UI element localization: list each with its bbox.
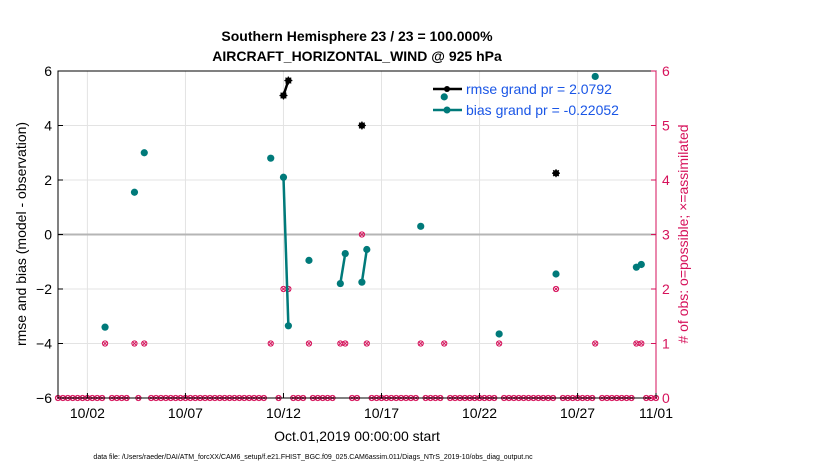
x-tick-label: 10/27 — [560, 405, 595, 421]
obs-count-point — [358, 231, 366, 238]
y-tick-label-left: 4 — [44, 118, 52, 134]
obs-count-point — [363, 340, 370, 347]
y-tick-label-right: 6 — [662, 63, 670, 79]
bias-point — [637, 260, 645, 269]
x-axis-label: Oct.01,2019 00:00:00 start — [274, 428, 440, 444]
rmse-point — [357, 121, 366, 130]
obs-count-point — [592, 340, 599, 347]
bias-point — [440, 93, 448, 101]
obs-count-point — [101, 340, 109, 347]
y-tick-label-right: 0 — [662, 390, 670, 406]
y-tick-label-left: −2 — [36, 281, 52, 297]
y-axis-label-left: rmse and bias (model - observation) — [13, 122, 29, 346]
chart-title: Southern Hemisphere 23 / 23 = 100.000% — [221, 28, 493, 44]
obs-count-point — [141, 340, 148, 347]
bias-point — [279, 173, 288, 181]
bias-point — [336, 279, 344, 288]
obs-count-point — [552, 285, 560, 293]
footer-datafile: data file: /Users/raeder/DAI/ATM_forcXX/… — [93, 454, 533, 461]
y-tick-label-left: −6 — [36, 390, 52, 406]
x-ticks: 10/02 10/07 10/12 10/17 10/22 10/27 11/01 — [70, 393, 673, 421]
y-tick-label-right: 3 — [662, 227, 670, 243]
y-tick-label-left: 2 — [44, 172, 52, 188]
rmse-series — [279, 76, 561, 178]
x-tick-label: 10/12 — [266, 405, 301, 421]
obs-count-point — [342, 340, 349, 347]
x-tick-label: 10/22 — [462, 405, 497, 421]
obs-count-point — [496, 340, 503, 347]
legend-rmse-marker — [444, 86, 450, 92]
bias-line — [360, 249, 369, 283]
bias-point — [101, 323, 109, 331]
legend-rmse-label: rmse grand pr = 2.0792 — [466, 81, 612, 97]
obs-count-point — [441, 340, 448, 347]
legend-bias-label: bias grand pr = -0.22052 — [466, 102, 619, 118]
obs-count-point — [267, 340, 274, 347]
obs-count-point — [337, 340, 344, 347]
obs-count-point — [638, 340, 645, 347]
rmse-point — [284, 76, 293, 85]
chart-subtitle: AIRCRAFT_HORIZONTAL_WIND @ 925 hPa — [212, 48, 502, 64]
y-tick-label-right: 4 — [662, 172, 670, 188]
y-tick-label-right: 5 — [662, 118, 670, 134]
bias-series — [101, 72, 645, 338]
y-tick-label-left: 0 — [44, 227, 52, 243]
bias-line — [339, 253, 347, 284]
y-tick-label-left: −4 — [36, 336, 52, 352]
rmse-point — [279, 91, 288, 100]
bias-point — [417, 222, 425, 230]
legend-bias-marker — [443, 106, 451, 114]
y-tick-label-left: 6 — [44, 63, 52, 79]
bias-point — [267, 154, 275, 162]
bias-point — [341, 249, 349, 258]
legend: rmse grand pr = 2.0792 bias grand pr = -… — [433, 81, 619, 118]
x-tick-label: 10/07 — [168, 405, 203, 421]
bias-line — [282, 177, 290, 326]
obs-count-point — [417, 340, 424, 347]
bias-point — [140, 149, 148, 157]
bias-point — [130, 188, 139, 196]
bias-point — [358, 278, 366, 286]
y-axis-label-right: # of obs: o=possible; ×=assimilated — [675, 124, 691, 343]
rmse-point — [552, 169, 561, 178]
obs-count-series — [54, 231, 660, 402]
x-tick-label: 10/02 — [70, 405, 105, 421]
y-tick-label-right: 2 — [662, 281, 670, 297]
y-ticks-left: −6 −4 −2 0 2 4 6 — [36, 63, 63, 406]
x-tick-label: 11/01 — [639, 405, 673, 421]
bias-point — [284, 322, 292, 330]
bias-point — [591, 72, 599, 81]
y-tick-label-right: 1 — [662, 336, 670, 352]
obs-count-point — [131, 340, 138, 347]
bias-point — [305, 256, 313, 264]
y-ticks-right: 0 1 2 3 4 5 6 — [651, 63, 670, 406]
bias-point — [552, 270, 560, 278]
x-tick-label: 10/17 — [364, 405, 399, 421]
bias-point — [495, 330, 503, 338]
bias-point — [363, 245, 371, 254]
obs-count-point — [305, 340, 313, 347]
